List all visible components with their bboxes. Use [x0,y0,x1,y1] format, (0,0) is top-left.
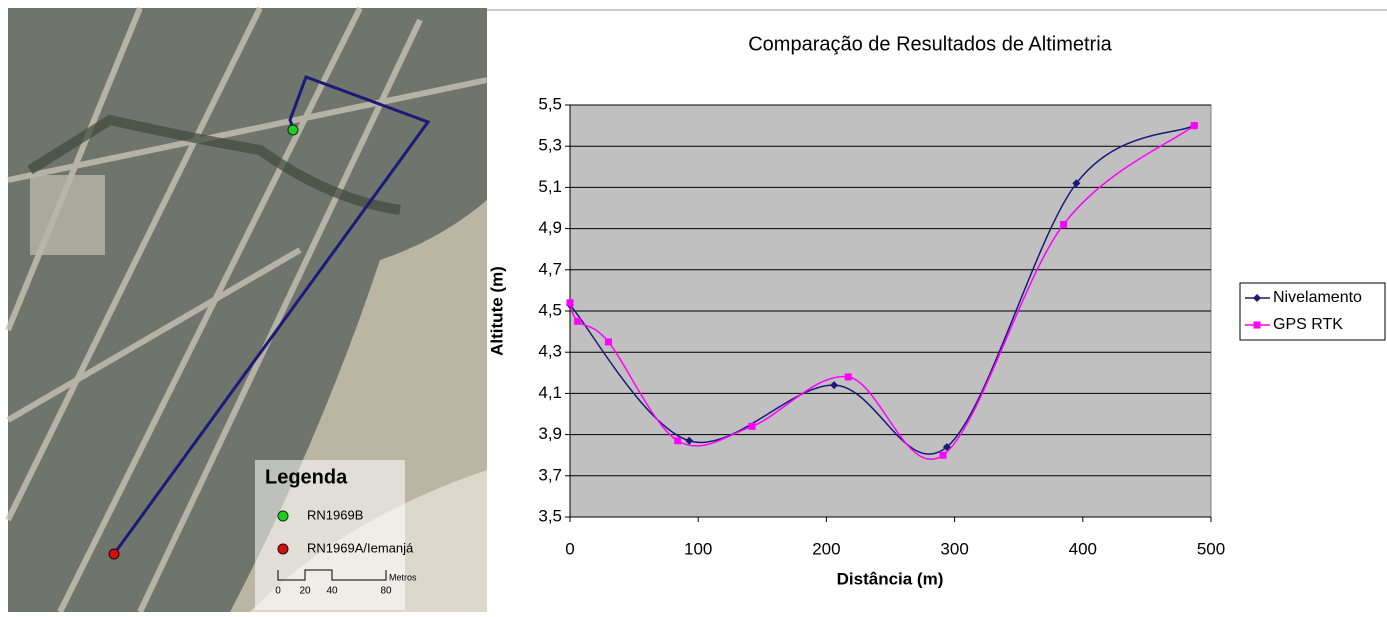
scale-label: 20 [299,586,311,597]
scale-label: 0 [275,586,281,597]
marker [939,451,947,459]
marker [844,373,852,381]
scale-unit: Metros [389,572,417,582]
marker [1253,294,1261,302]
series-line [569,125,1195,460]
y-tick-label: 3,7 [538,465,562,484]
y-tick-label: 4,5 [538,300,562,319]
legend-label: Nivelamento [1273,289,1362,306]
y-axis-title: Altitute (m) [487,266,506,356]
marker [1060,220,1068,228]
chart-title: Comparação de Resultados de Altimetria [748,33,1112,55]
x-tick-label: 100 [684,539,712,558]
x-tick-label: 0 [565,539,574,558]
scale-label: 80 [380,586,392,597]
marker [685,436,694,445]
marker [566,299,574,307]
map-legend-item: RN1969A/Iemanjá [307,540,414,555]
marker [1072,179,1081,188]
marker [1253,321,1261,329]
y-tick-label: 3,9 [538,424,562,443]
x-axis-title: Distância (m) [837,569,944,588]
marker [574,317,582,325]
marker [748,422,756,430]
map-legend-title: Legenda [265,466,348,488]
x-tick-label: 500 [1197,539,1225,558]
x-tick-label: 200 [812,539,840,558]
marker [1190,122,1198,130]
marker [830,381,839,390]
scale-label: 40 [326,586,338,597]
y-tick-label: 4,3 [538,342,562,361]
map: Legenda RN1969B RN1969A/Iemanjá 0 20 40 … [5,6,488,614]
legend-box [1239,282,1386,341]
map-legend-item: RN1969B [307,507,363,522]
y-tick-label: 4,1 [538,383,562,402]
y-tick-label: 3,5 [538,506,562,525]
y-tick-label: 4,9 [538,218,562,237]
marker [674,437,682,445]
y-tick-label: 4,7 [538,259,562,278]
y-tick-label: 5,1 [538,177,562,196]
y-tick-label: 5,5 [538,94,562,113]
x-tick-label: 300 [940,539,968,558]
x-tick-label: 400 [1069,539,1097,558]
legend-label: GPS RTK [1273,316,1343,333]
marker [604,338,612,346]
y-tick-label: 5,3 [538,136,562,155]
